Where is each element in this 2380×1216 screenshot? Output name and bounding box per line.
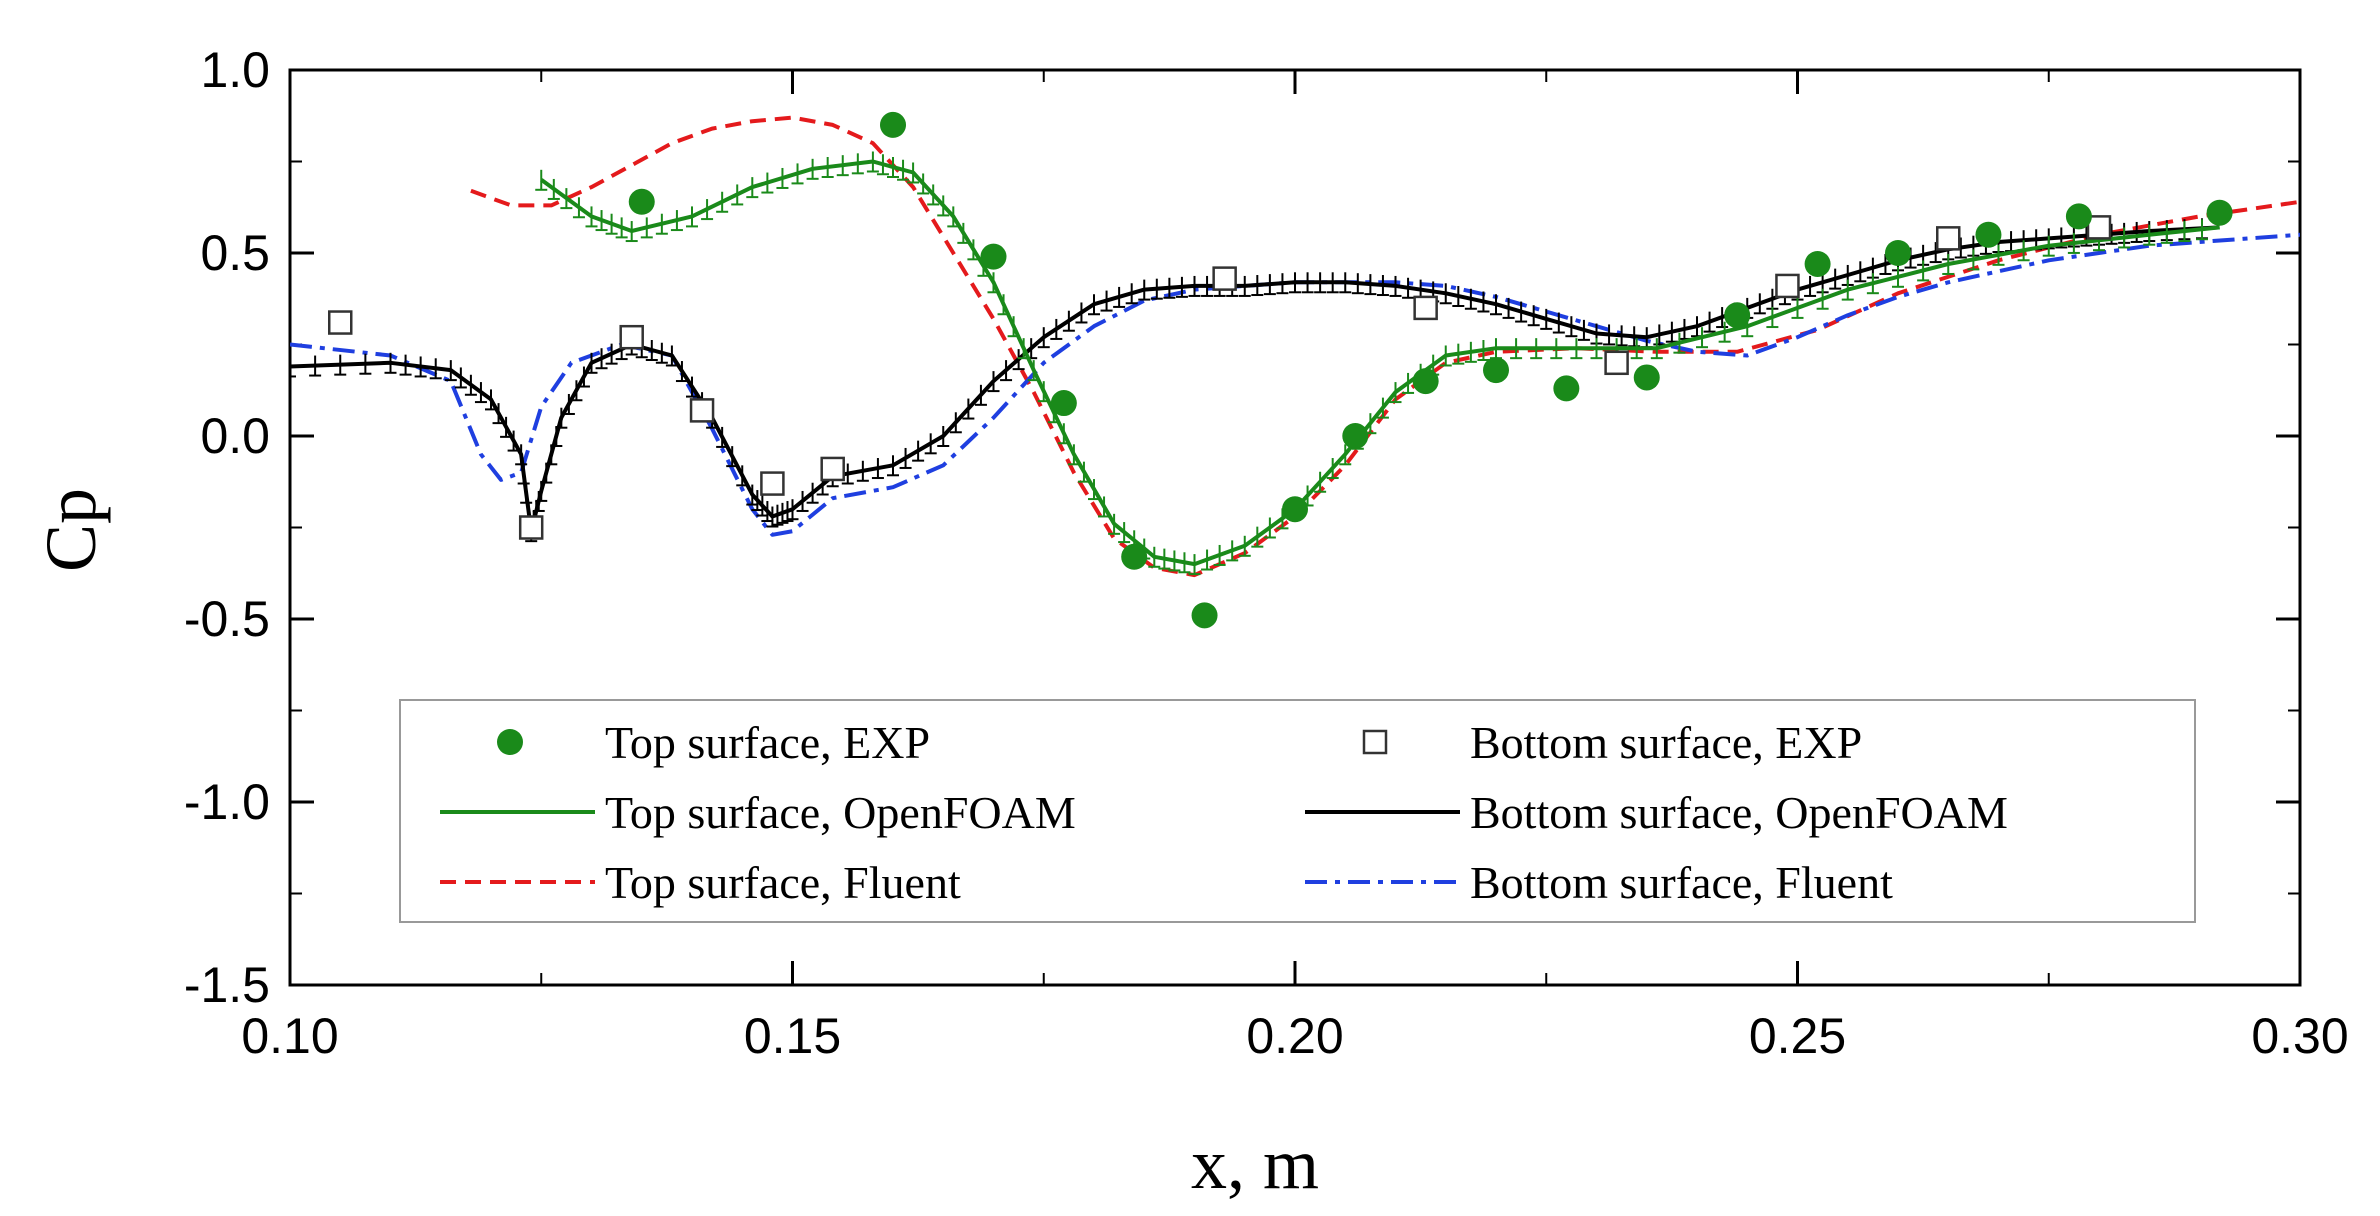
y-axis: 1.0 0.5 0.0 -0.5 -1.0 -1.5 [184, 42, 2300, 1013]
legend-entry-bottom-surface-exp: Bottom surface, EXP [1362, 717, 1862, 768]
legend-label: Top surface, EXP [605, 717, 930, 768]
data-point [1483, 357, 1509, 384]
data-point [1413, 295, 1438, 321]
data-point [328, 310, 353, 335]
data-point [1936, 226, 1961, 251]
series-layer [290, 111, 2300, 629]
legend-label: Bottom surface, Fluent [1470, 857, 1893, 908]
data-point [1121, 543, 1148, 570]
x-axis-title: x, m [1191, 1124, 1319, 1204]
data-point [1050, 390, 1077, 417]
legend: Top surface, EXP Bottom surface, EXP Top s… [399, 699, 2196, 923]
series-bottom-surface-openfoam [290, 218, 2220, 543]
data-point [1885, 240, 1911, 266]
data-point [880, 111, 906, 138]
data-point [1412, 368, 1439, 395]
legend-label: Top surface, OpenFOAM [605, 787, 1076, 838]
y-tick-label: 0.0 [200, 408, 270, 464]
data-point [760, 471, 785, 496]
legend-marker [497, 729, 523, 755]
series-line [470, 115, 2300, 578]
series-top-surface-exp [628, 111, 2233, 629]
y-tick-label: -1.0 [184, 774, 270, 830]
data-point [1191, 602, 1218, 629]
legend-entry-top-surface-openfoam: Top surface, OpenFOAM [440, 787, 1076, 838]
data-point [1553, 375, 1580, 402]
data-point [2206, 199, 2233, 226]
data-point [689, 398, 715, 423]
data-point [820, 456, 845, 482]
x-tick-label: 0.10 [241, 1008, 338, 1064]
x-tick-label: 0.15 [744, 1008, 841, 1064]
data-point [619, 324, 644, 350]
y-tick-label: 1.0 [200, 42, 270, 98]
series-top-surface-openfoam [535, 151, 2220, 576]
y-tick-label: -1.5 [184, 957, 270, 1013]
series-bottom-surface-exp [328, 215, 2112, 540]
data-point [1633, 364, 1660, 391]
legend-entry-bottom-surface-fluent: Bottom surface, Fluent [1305, 857, 1893, 908]
data-point [1604, 350, 1629, 376]
data-point [2065, 203, 2092, 230]
series-line [290, 225, 2220, 534]
y-tick-label: -0.5 [184, 591, 270, 647]
series-top-surface-fluent [470, 115, 2300, 578]
y-axis-title: Cp [31, 488, 111, 572]
legend-entry-top-surface-exp: Top surface, EXP [497, 717, 930, 768]
legend-entry-top-surface-fluent: Top surface, Fluent [440, 857, 961, 908]
data-point [1342, 423, 1369, 449]
data-point [2086, 215, 2112, 240]
data-point [1804, 250, 1831, 277]
legend-box [399, 699, 2196, 923]
data-point [1775, 273, 1800, 299]
legend-label: Bottom surface, OpenFOAM [1470, 787, 2008, 838]
x-tick-label: 0.20 [1246, 1008, 1343, 1064]
x-tick-label: 0.30 [2251, 1008, 2348, 1064]
data-point [518, 515, 544, 540]
data-point [980, 243, 1007, 270]
legend-label: Bottom surface, EXP [1470, 717, 1862, 768]
y-tick-label: 0.5 [200, 225, 270, 281]
x-axis: 0.10 0.15 0.20 0.25 0.30 [241, 70, 2349, 1064]
legend-marker [1362, 729, 1388, 755]
x-tick-label: 0.25 [1749, 1008, 1846, 1064]
legend-entry-bottom-surface-openfoam: Bottom surface, OpenFOAM [1305, 787, 2008, 838]
data-point [1975, 221, 2002, 248]
data-point [1724, 302, 1751, 329]
data-point [1212, 266, 1237, 291]
data-point [1282, 496, 1308, 523]
data-point [628, 188, 655, 215]
legend-label: Top surface, Fluent [605, 857, 961, 908]
